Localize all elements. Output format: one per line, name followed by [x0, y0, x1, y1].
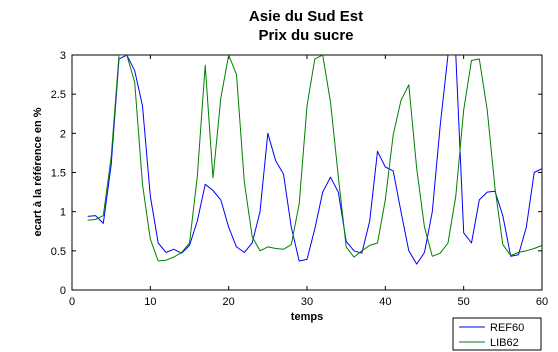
x-tick-label: 10	[144, 296, 156, 308]
y-tick-label: 3	[60, 50, 66, 62]
y-tick-label: 1.5	[51, 168, 66, 180]
legend-label: LIB62	[490, 337, 519, 349]
chart-title: Asie du Sud Est	[249, 8, 363, 25]
legend: REF60 LIB62	[452, 317, 542, 351]
y-axis-label: ecart à la référence en %	[32, 107, 44, 236]
plot-area	[71, 54, 543, 291]
axis-ticks: 0 10 20 30 40 50 60 0 0.5 1 1.5 2 2.5 3	[51, 50, 548, 308]
legend-label: REF60	[490, 322, 524, 334]
series-line-ref60	[87, 55, 542, 265]
series-line-lib62	[87, 55, 542, 262]
series-lines	[87, 55, 542, 265]
chart-subtitle: Prix du sucre	[258, 27, 353, 44]
x-tick-label: 50	[458, 296, 470, 308]
y-tick-label: 0.5	[51, 246, 66, 258]
y-tick-label: 1	[60, 207, 66, 219]
x-tick-label: 0	[69, 296, 75, 308]
legend-box	[452, 317, 542, 351]
x-tick-label: 30	[301, 296, 313, 308]
y-tick-label: 0	[60, 285, 66, 297]
x-tick-label: 40	[379, 296, 391, 308]
x-tick-label: 20	[223, 296, 235, 308]
y-tick-label: 2.5	[51, 89, 66, 101]
y-tick-label: 2	[60, 128, 66, 140]
x-axis-label: temps	[291, 311, 323, 323]
x-tick-label: 60	[536, 296, 548, 308]
